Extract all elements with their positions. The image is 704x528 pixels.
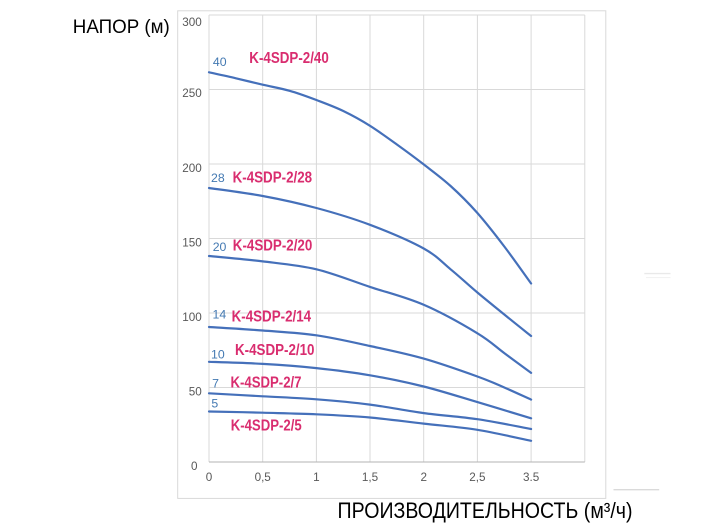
svg-text:50: 50 xyxy=(189,385,203,398)
svg-text:14: 14 xyxy=(213,308,227,322)
svg-text:200: 200 xyxy=(182,162,202,175)
svg-text:0: 0 xyxy=(206,471,213,484)
svg-text:0: 0 xyxy=(191,460,198,473)
svg-text:20: 20 xyxy=(213,240,227,254)
svg-text:2: 2 xyxy=(420,471,427,484)
svg-text:250: 250 xyxy=(182,87,202,100)
svg-text:2,5: 2,5 xyxy=(469,471,486,484)
svg-text:K-4SDP-2/7: K-4SDP-2/7 xyxy=(231,375,302,392)
svg-text:K-4SDP-2/5: K-4SDP-2/5 xyxy=(231,418,302,435)
svg-text:K-4SDP-2/10: K-4SDP-2/10 xyxy=(235,342,315,359)
svg-text:K-4SDP-2/28: K-4SDP-2/28 xyxy=(233,170,313,187)
svg-text:7: 7 xyxy=(212,377,219,391)
svg-text:150: 150 xyxy=(182,236,202,249)
svg-text:K-4SDP-2/20: K-4SDP-2/20 xyxy=(233,238,313,255)
svg-text:10: 10 xyxy=(211,348,225,362)
svg-text:100: 100 xyxy=(182,311,202,324)
svg-text:1: 1 xyxy=(313,471,320,484)
svg-text:5: 5 xyxy=(211,396,218,410)
svg-text:0,5: 0,5 xyxy=(255,471,272,484)
svg-text:300: 300 xyxy=(182,16,202,29)
svg-text:40: 40 xyxy=(213,55,227,69)
svg-text:1,5: 1,5 xyxy=(362,471,379,484)
svg-text:K-4SDP-2/40: K-4SDP-2/40 xyxy=(249,50,329,67)
svg-text:28: 28 xyxy=(211,171,225,185)
svg-text:K-4SDP-2/14: K-4SDP-2/14 xyxy=(232,308,312,325)
svg-text:ПРОИЗВОДИТЕЛЬНОСТЬ (м³/ч): ПРОИЗВОДИТЕЛЬНОСТЬ (м³/ч) xyxy=(338,498,633,523)
svg-text:НАПОР (м): НАПОР (м) xyxy=(73,17,170,38)
svg-text:3.5: 3.5 xyxy=(523,471,540,484)
